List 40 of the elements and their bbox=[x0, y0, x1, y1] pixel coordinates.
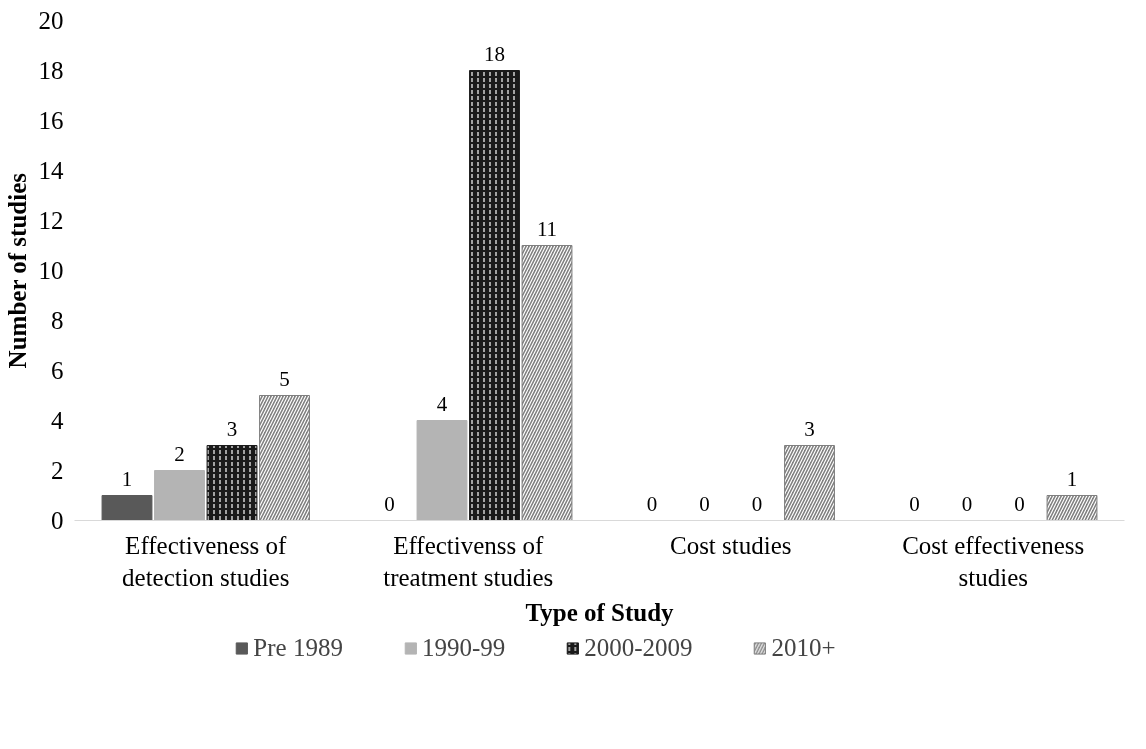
data-label: 0 bbox=[961, 491, 973, 516]
y-axis-title: Number of studies bbox=[3, 172, 31, 369]
data-label: 11 bbox=[536, 216, 558, 241]
data-label: 2 bbox=[174, 441, 185, 466]
y-tick-label: 6 bbox=[51, 357, 64, 384]
y-tick-label: 0 bbox=[51, 507, 64, 534]
y-tick-label: 10 bbox=[38, 257, 64, 284]
x-tick-label: Cost studies bbox=[669, 531, 792, 559]
y-tick-label: 20 bbox=[38, 7, 64, 34]
bar bbox=[416, 420, 468, 521]
x-tick-label: Cost effectiveness studies bbox=[902, 531, 1085, 591]
legend-label: 2010+ bbox=[771, 634, 836, 662]
y-tick-label: 2 bbox=[51, 457, 64, 484]
data-label: 0 bbox=[699, 491, 710, 516]
data-label: 1 bbox=[121, 466, 133, 491]
data-label: 3 bbox=[804, 416, 815, 441]
data-label: 18 bbox=[484, 41, 505, 66]
legend-label: Pre 1989 bbox=[253, 634, 343, 662]
bar bbox=[154, 470, 205, 521]
legend-label: 1990-99 bbox=[421, 634, 506, 662]
x-tick-label: Effectiveness of detection studies bbox=[122, 531, 290, 591]
x-axis-title: Type of Study bbox=[525, 598, 675, 626]
x-tick-label: Effectivenss of treatment studies bbox=[383, 531, 554, 591]
y-tick-label: 12 bbox=[38, 207, 64, 234]
data-label: 0 bbox=[909, 491, 920, 516]
y-tick-label: 14 bbox=[38, 157, 64, 184]
data-label: 0 bbox=[1014, 491, 1025, 516]
data-label: 4 bbox=[436, 391, 448, 416]
y-tick-label: 18 bbox=[38, 57, 64, 84]
data-label: 5 bbox=[279, 366, 290, 391]
data-label: 1 bbox=[1066, 466, 1078, 491]
bar bbox=[101, 495, 153, 521]
y-tick-label: 4 bbox=[51, 407, 64, 434]
data-label: 0 bbox=[384, 491, 395, 516]
data-label: 0 bbox=[751, 491, 763, 516]
data-label: 3 bbox=[226, 416, 238, 441]
y-tick-label: 16 bbox=[38, 107, 64, 134]
legend-label: 2000-2009 bbox=[584, 634, 693, 662]
data-label: 0 bbox=[646, 491, 658, 516]
y-tick-label: 8 bbox=[51, 307, 64, 334]
